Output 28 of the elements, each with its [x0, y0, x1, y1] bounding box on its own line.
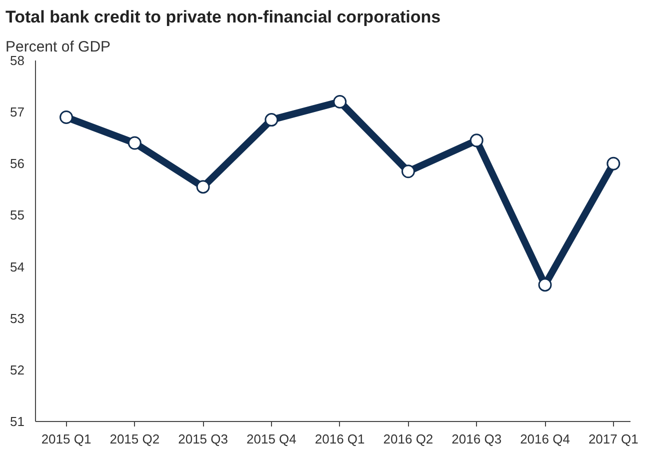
chart-title: Total bank credit to private non-financial corporations	[6, 8, 441, 26]
x-tick-label: 2015 Q1	[41, 432, 92, 446]
point	[401, 164, 415, 178]
y-tick-label: 56	[10, 156, 25, 172]
point	[128, 136, 142, 150]
point	[264, 113, 278, 127]
x-tick-label: 2015 Q2	[110, 432, 160, 446]
x-tick-label: 2017 Q1	[588, 432, 638, 446]
x-tick-label: 2015 Q4	[246, 432, 296, 446]
point	[60, 110, 74, 124]
x-tick-label: 2016 Q1	[314, 432, 365, 446]
x-tick-label: 2015 Q3	[178, 432, 228, 446]
point	[470, 134, 484, 148]
x-tick-label: 2016 Q4	[520, 432, 570, 446]
point	[538, 278, 552, 292]
y-tick-label: 55	[10, 208, 25, 223]
y-tick-label: 51	[10, 414, 25, 429]
y-tick-label: 58	[10, 53, 25, 68]
y-tick-label: 54	[10, 259, 25, 274]
point	[333, 95, 347, 108]
y-tick-label: 53	[10, 310, 25, 326]
y-tick-label: 57	[10, 104, 25, 120]
y-axis-title: Percent of GDP	[6, 38, 111, 56]
x-tick-label: 2016 Q2	[383, 432, 434, 446]
x-tick-label: 2016 Q3	[452, 432, 502, 446]
y-tick-label: 52	[10, 362, 25, 378]
point	[606, 156, 620, 170]
point	[196, 180, 210, 194]
